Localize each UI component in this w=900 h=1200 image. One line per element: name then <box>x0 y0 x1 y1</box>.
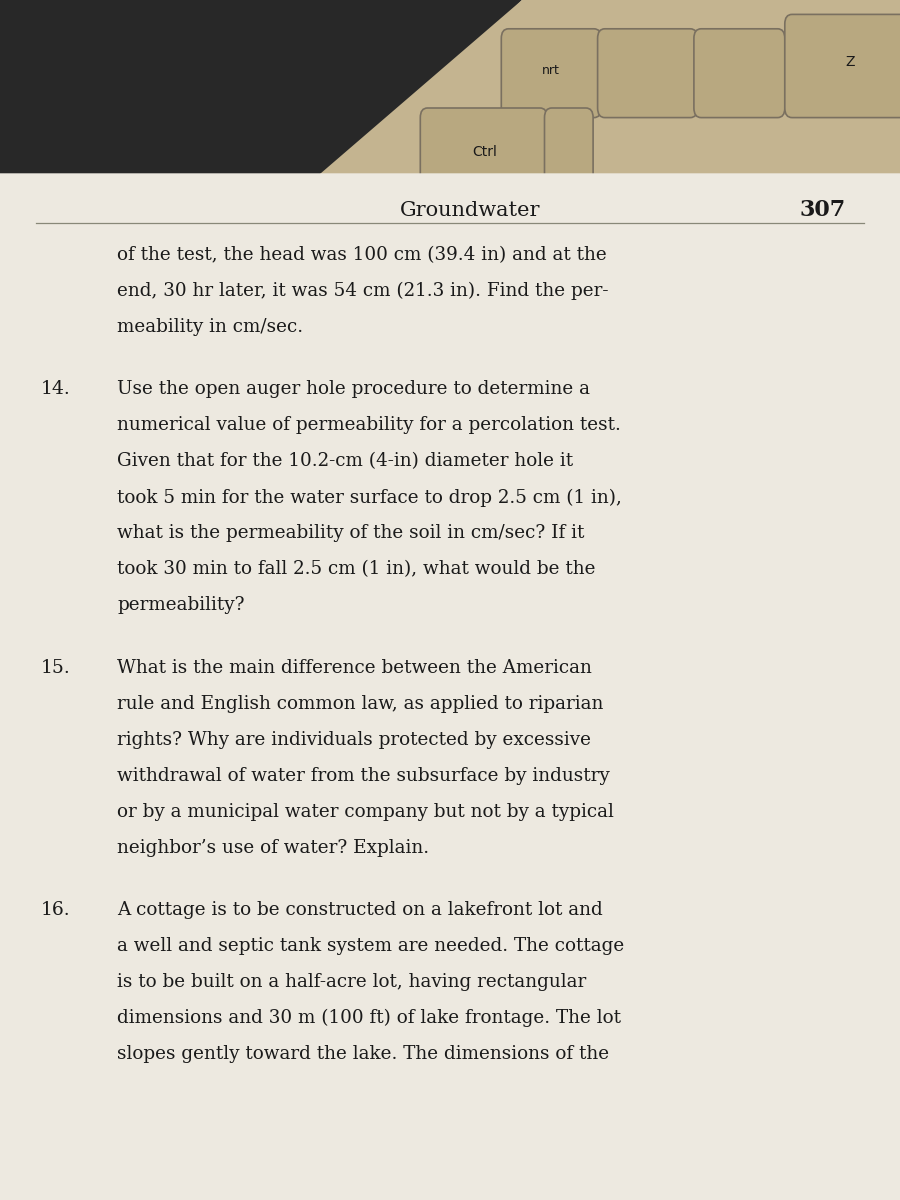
FancyBboxPatch shape <box>544 108 593 202</box>
Text: took 5 min for the water surface to drop 2.5 cm (1 in),: took 5 min for the water surface to drop… <box>117 488 622 506</box>
Text: slopes gently toward the lake. The dimensions of the: slopes gently toward the lake. The dimen… <box>117 1045 609 1063</box>
Text: rights? Why are individuals protected by excessive: rights? Why are individuals protected by… <box>117 731 591 749</box>
FancyBboxPatch shape <box>694 29 785 118</box>
Text: of the test, the head was 100 cm (39.4 in) and at the: of the test, the head was 100 cm (39.4 i… <box>117 246 607 264</box>
FancyBboxPatch shape <box>501 29 601 118</box>
Text: took 30 min to fall 2.5 cm (1 in), what would be the: took 30 min to fall 2.5 cm (1 in), what … <box>117 560 596 578</box>
Text: 14.: 14. <box>40 380 70 398</box>
Polygon shape <box>0 180 900 1200</box>
Text: nrt: nrt <box>542 65 560 77</box>
Polygon shape <box>0 0 522 186</box>
Polygon shape <box>306 0 900 300</box>
FancyBboxPatch shape <box>785 14 900 118</box>
Text: permeability?: permeability? <box>117 596 245 614</box>
FancyBboxPatch shape <box>598 29 698 118</box>
Text: Use the open auger hole procedure to determine a: Use the open auger hole procedure to det… <box>117 380 590 398</box>
Text: 15.: 15. <box>40 659 70 677</box>
Text: 307: 307 <box>800 199 846 221</box>
Text: rule and English common law, as applied to riparian: rule and English common law, as applied … <box>117 695 603 713</box>
Text: Z: Z <box>846 55 855 70</box>
Text: 16.: 16. <box>40 901 70 919</box>
Text: numerical value of permeability for a percolation test.: numerical value of permeability for a pe… <box>117 416 621 434</box>
Text: Given that for the 10.2-cm (4-in) diameter hole it: Given that for the 10.2-cm (4-in) diamet… <box>117 452 573 470</box>
Text: or by a municipal water company but not by a typical: or by a municipal water company but not … <box>117 803 614 821</box>
Text: meability in cm/sec.: meability in cm/sec. <box>117 318 303 336</box>
Text: is to be built on a half-acre lot, having rectangular: is to be built on a half-acre lot, havin… <box>117 973 586 991</box>
Text: neighbor’s use of water? Explain.: neighbor’s use of water? Explain. <box>117 839 429 857</box>
Text: A cottage is to be constructed on a lakefront lot and: A cottage is to be constructed on a lake… <box>117 901 603 919</box>
Text: a well and septic tank system are needed. The cottage: a well and septic tank system are needed… <box>117 937 625 955</box>
Text: Groundwater: Groundwater <box>400 200 540 220</box>
Text: withdrawal of water from the subsurface by industry: withdrawal of water from the subsurface … <box>117 767 610 785</box>
Text: what is the permeability of the soil in cm/sec? If it: what is the permeability of the soil in … <box>117 524 584 542</box>
Text: dimensions and 30 m (100 ft) of lake frontage. The lot: dimensions and 30 m (100 ft) of lake fro… <box>117 1009 621 1027</box>
Text: Ctrl: Ctrl <box>472 145 497 160</box>
Text: What is the main difference between the American: What is the main difference between the … <box>117 659 592 677</box>
FancyBboxPatch shape <box>420 108 547 202</box>
Text: end, 30 hr later, it was 54 cm (21.3 in). Find the per-: end, 30 hr later, it was 54 cm (21.3 in)… <box>117 282 608 300</box>
